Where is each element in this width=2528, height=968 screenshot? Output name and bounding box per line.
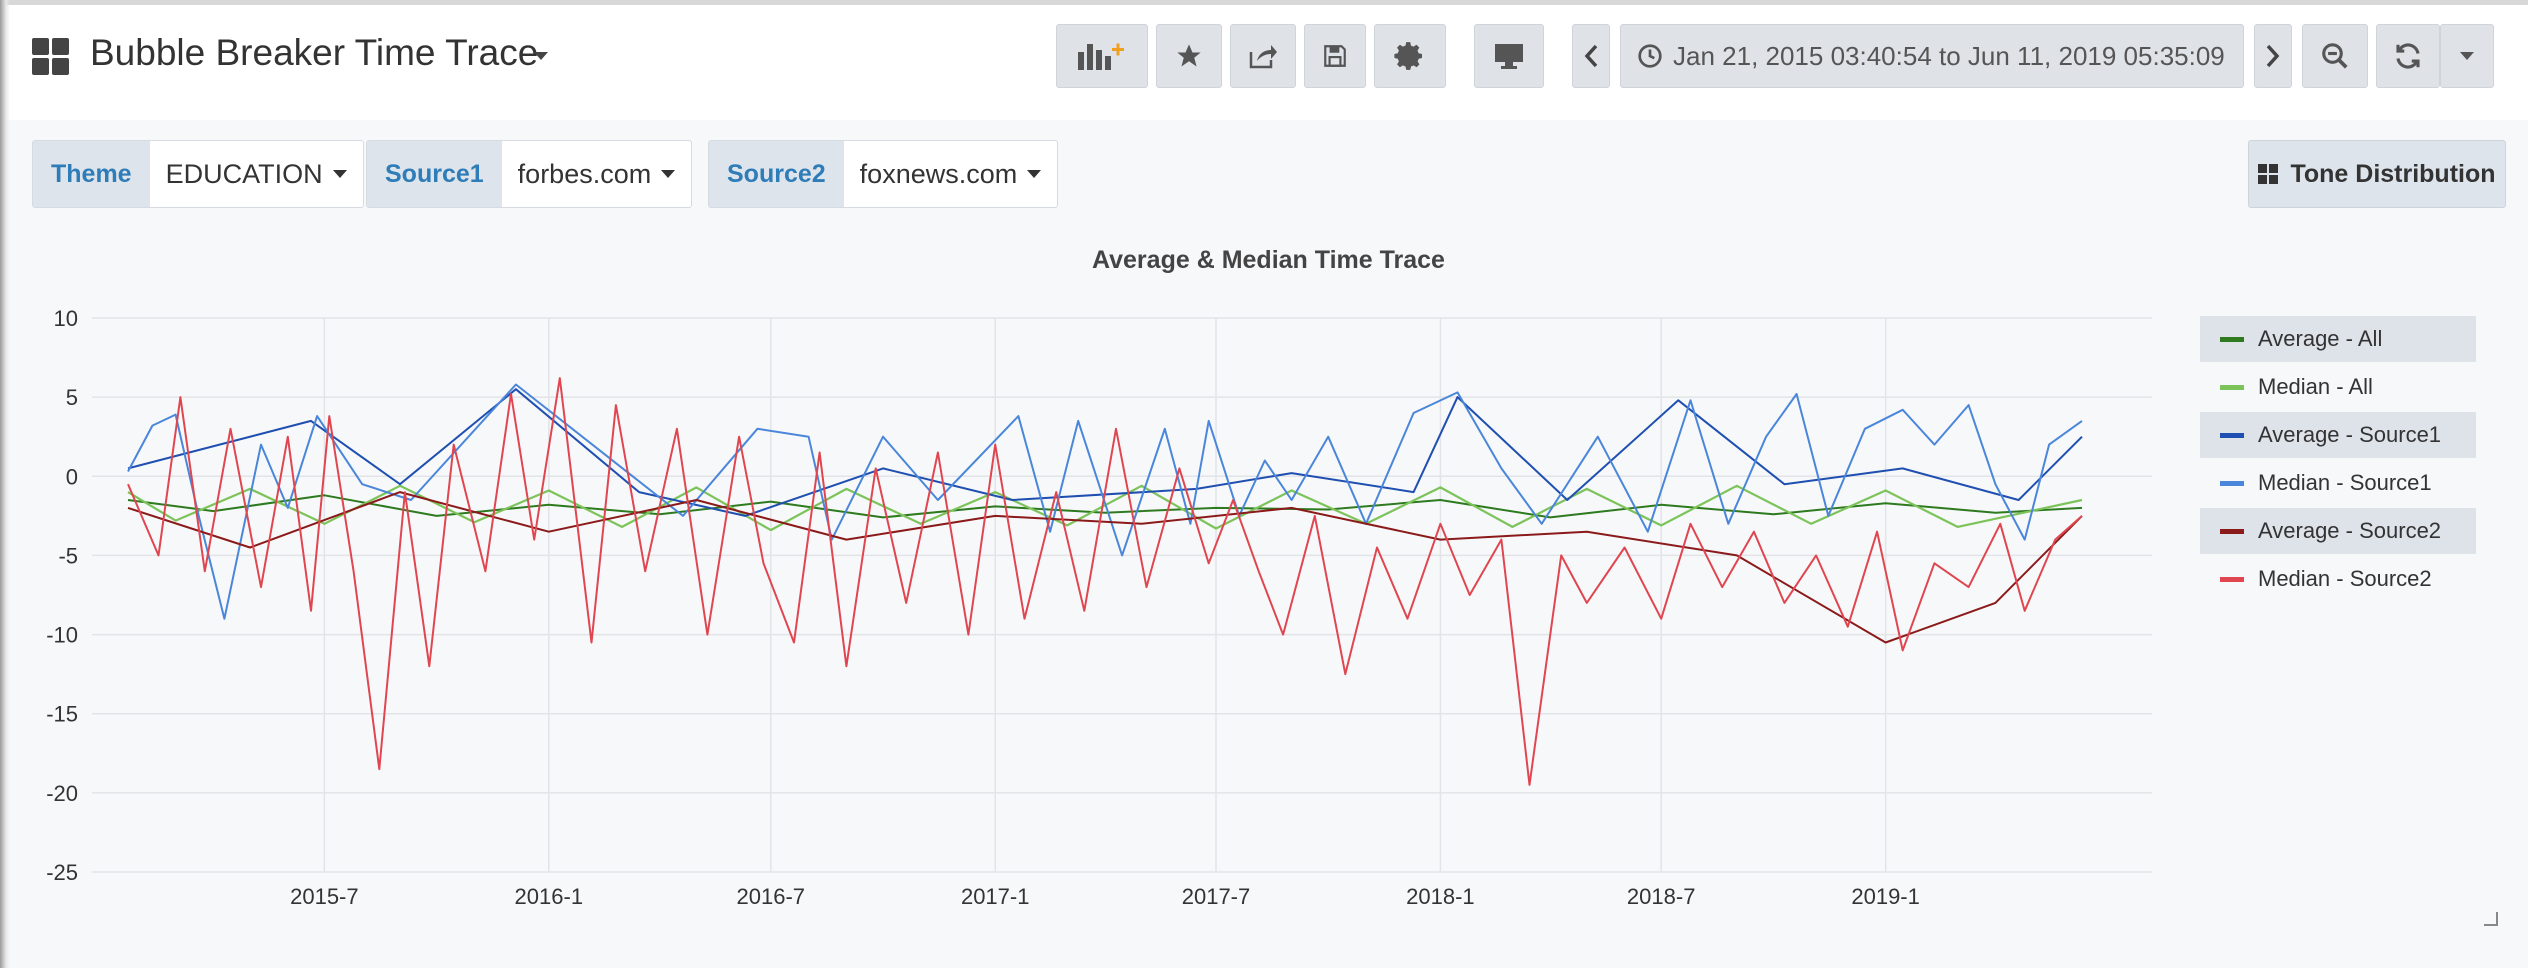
zoom-out-icon	[2320, 41, 2350, 71]
refresh-interval-dropdown[interactable]	[2440, 24, 2494, 88]
source1-dropdown[interactable]: forbes.com	[502, 141, 692, 207]
star-icon	[1175, 42, 1203, 70]
save-icon	[1322, 43, 1348, 69]
variable-label-source1: Source1	[367, 141, 502, 207]
zoom-out-button[interactable]	[2302, 24, 2368, 88]
source1-variable[interactable]: Source1 forbes.com	[366, 140, 692, 208]
x-tick-label: 2015-7	[290, 884, 359, 909]
settings-button[interactable]	[1374, 24, 1446, 88]
legend-label: Median - Source2	[2258, 566, 2432, 592]
legend-swatch	[2220, 433, 2244, 438]
add-panel-icon	[1076, 40, 1128, 72]
caret-down-icon	[2459, 51, 2475, 61]
time-forward-button[interactable]	[2254, 24, 2292, 88]
refresh-button[interactable]	[2376, 24, 2440, 88]
legend-item[interactable]: Median - Source1	[2200, 460, 2476, 506]
caret-down-icon	[661, 170, 675, 178]
y-tick-label: 0	[66, 464, 78, 489]
time-range-picker[interactable]: Jan 21, 2015 03:40:54 to Jun 11, 2019 05…	[1620, 24, 2244, 88]
y-tick-label: -10	[46, 623, 78, 648]
legend-label: Median - All	[2258, 374, 2373, 400]
legend-item[interactable]: Median - Source2	[2200, 556, 2476, 602]
chart-title: Average & Median Time Trace	[1092, 246, 1445, 275]
x-tick-label: 2017-1	[961, 884, 1030, 909]
source2-value: foxnews.com	[860, 159, 1018, 190]
chevron-left-icon	[1583, 43, 1599, 69]
legend-swatch	[2220, 577, 2244, 582]
share-button[interactable]	[1230, 24, 1296, 88]
x-tick-label: 2017-7	[1182, 884, 1251, 909]
favorite-button[interactable]	[1156, 24, 1222, 88]
add-panel-button[interactable]	[1056, 24, 1148, 88]
variable-label-theme: Theme	[33, 141, 150, 207]
theme-variable[interactable]: Theme EDUCATION	[32, 140, 364, 208]
legend-swatch	[2220, 481, 2244, 486]
chart-legend: Average - All Median - All Average - Sourc…	[2200, 316, 2476, 604]
series-line-4	[128, 492, 2082, 642]
variable-label-source2: Source2	[709, 141, 844, 207]
clock-icon	[1637, 43, 1663, 69]
dashboard-grid-icon	[2258, 164, 2278, 184]
x-tick-label: 2019-1	[1851, 884, 1920, 909]
y-tick-label: 10	[54, 306, 78, 331]
caret-down-icon	[333, 170, 347, 178]
theme-value: EDUCATION	[166, 159, 323, 190]
time-trace-chart[interactable]: 10 5 0 -5 -10 -15 -20 -25 2015-7 2016-1 2016-7 2017…	[0, 290, 2180, 930]
legend-label: Median - Source1	[2258, 470, 2432, 496]
source2-dropdown[interactable]: foxnews.com	[844, 141, 1058, 207]
x-tick-label: 2018-1	[1406, 884, 1475, 909]
legend-item[interactable]: Average - Source2	[2200, 508, 2476, 554]
y-tick-label: 5	[66, 385, 78, 410]
legend-item[interactable]: Average - All	[2200, 316, 2476, 362]
y-tick-label: -5	[58, 543, 78, 568]
source2-variable[interactable]: Source2 foxnews.com	[708, 140, 1058, 208]
legend-swatch	[2220, 529, 2244, 534]
refresh-icon	[2393, 41, 2423, 71]
legend-label: Average - All	[2258, 326, 2382, 352]
y-tick-label: -20	[46, 781, 78, 806]
x-tick-label: 2016-1	[515, 884, 584, 909]
legend-item[interactable]: Average - Source1	[2200, 412, 2476, 458]
legend-label: Average - Source2	[2258, 518, 2441, 544]
save-button[interactable]	[1304, 24, 1366, 88]
y-tick-label: -15	[46, 702, 78, 727]
title-caret-down-icon[interactable]	[534, 52, 548, 60]
chevron-right-icon	[2265, 43, 2281, 69]
caret-down-icon	[1027, 170, 1041, 178]
dashboard-title[interactable]: Bubble Breaker Time Trace	[90, 32, 538, 74]
source1-value: forbes.com	[518, 159, 652, 190]
view-mode-button[interactable]	[1474, 24, 1544, 88]
dashboard-grid-icon[interactable]	[32, 38, 70, 76]
legend-item[interactable]: Median - All	[2200, 364, 2476, 410]
gear-icon	[1394, 40, 1426, 72]
x-tick-label: 2016-7	[737, 884, 806, 909]
series-line-5	[128, 378, 2082, 785]
legend-label: Average - Source1	[2258, 422, 2441, 448]
series-line-3	[128, 385, 2082, 619]
legend-swatch	[2220, 385, 2244, 390]
y-tick-label: -25	[46, 860, 78, 885]
theme-dropdown[interactable]: EDUCATION	[150, 141, 363, 207]
time-range-text: Jan 21, 2015 03:40:54 to Jun 11, 2019 05…	[1673, 41, 2225, 72]
tone-distribution-label: Tone Distribution	[2290, 160, 2495, 189]
legend-swatch	[2220, 337, 2244, 342]
panel-resize-handle[interactable]	[2484, 912, 2498, 926]
time-back-button[interactable]	[1572, 24, 1610, 88]
x-tick-label: 2018-7	[1627, 884, 1696, 909]
monitor-icon	[1493, 42, 1525, 70]
share-icon	[1248, 42, 1278, 70]
tone-distribution-button[interactable]: Tone Distribution	[2248, 140, 2506, 208]
